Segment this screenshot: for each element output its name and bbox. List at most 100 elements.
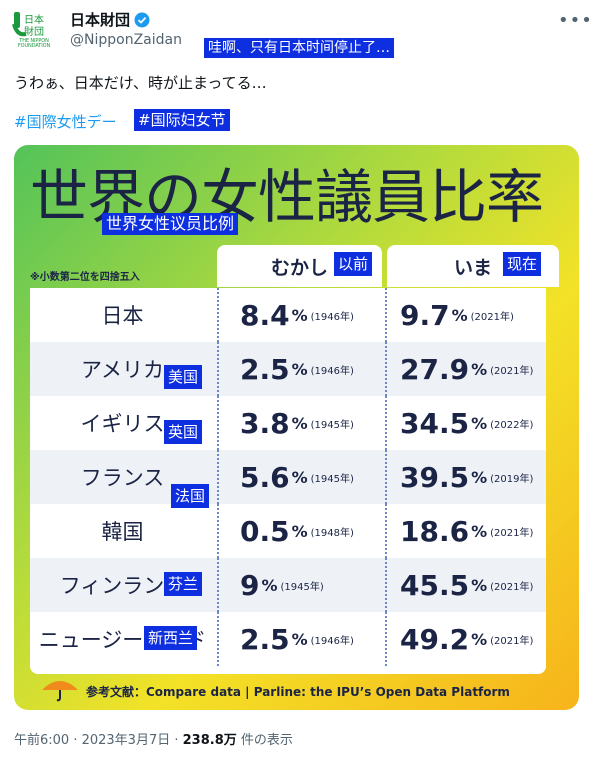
- percent-sign: %: [291, 359, 308, 379]
- country-name: 日本: [101, 304, 144, 328]
- value-then-year: (1948年): [310, 527, 354, 539]
- table-row: フランス 5.6% (1945年) 39.5% (2019年): [30, 450, 546, 504]
- table-row: アメリカ 2.5% (1946年) 27.9% (2021年): [30, 342, 546, 396]
- value-now-year: (2021年): [490, 581, 534, 593]
- value-then-year: (1946年): [310, 311, 354, 323]
- value-then-year: (1946年): [310, 635, 354, 647]
- value-then-number: 3.8: [240, 406, 290, 440]
- value-then-number: 9: [240, 568, 260, 602]
- percent-sign: %: [471, 467, 488, 487]
- value-now: 27.9% (2021年): [400, 342, 533, 396]
- view-count: 238.8万: [182, 733, 237, 748]
- value-then-year: (1945年): [280, 581, 324, 593]
- tweet-time[interactable]: 午前6:00 · 2023年3月7日 ·: [14, 733, 183, 748]
- column-divider: [385, 396, 387, 450]
- country-translation-overlay: 新西兰: [144, 626, 198, 650]
- logo-mark-icon: 日本 財団: [12, 12, 44, 38]
- value-now-year: (2022年): [490, 419, 534, 431]
- value-now-year: (2019年): [490, 473, 534, 485]
- table-row: ニュージーランド 2.5% (1946年) 49.2% (2021年): [30, 612, 546, 666]
- value-then-number: 5.6: [240, 460, 290, 494]
- nippon-foundation-logo[interactable]: 日本 財団 THE NIPPON FOUNDATION: [12, 10, 56, 50]
- view-suffix: 件の表示: [236, 733, 293, 748]
- country-name: アメリカ: [81, 358, 164, 382]
- column-divider: [385, 288, 387, 342]
- value-then: 9% (1945年): [240, 558, 324, 612]
- country-translation-overlay: 法国: [171, 484, 210, 508]
- percent-sign: %: [471, 413, 488, 433]
- value-now: 34.5% (2022年): [400, 396, 533, 450]
- logo-text: THE NIPPON FOUNDATION: [17, 38, 51, 49]
- column-divider: [385, 612, 387, 666]
- value-now: 18.6% (2021年): [400, 504, 533, 558]
- table-bottom: [30, 666, 546, 674]
- value-now: 45.5% (2021年): [400, 558, 533, 612]
- value-now-year: (2021年): [490, 527, 534, 539]
- country-name: フランス: [80, 466, 165, 490]
- percent-sign: %: [291, 413, 308, 433]
- value-then-year: (1945年): [310, 473, 354, 485]
- value-now-number: 27.9: [400, 352, 470, 386]
- value-then-year: (1945年): [310, 419, 354, 431]
- column-divider: [385, 342, 387, 396]
- country-name: 韓国: [101, 520, 144, 544]
- value-then: 3.8% (1945年): [240, 396, 354, 450]
- column-divider: [385, 504, 387, 558]
- percent-sign: %: [471, 359, 488, 379]
- value-now-number: 9.7: [400, 298, 450, 332]
- value-now-year: (2021年): [470, 311, 514, 323]
- percent-sign: %: [291, 629, 308, 649]
- more-icon[interactable]: •••: [558, 10, 591, 31]
- tweet-header: 日本 財団 THE NIPPON FOUNDATION 日本財団 @Nippon…: [0, 0, 591, 60]
- account-handle[interactable]: @NipponZaidan: [70, 32, 182, 48]
- reference-text: 参考文献：Compare data | Parline: the IPU’s O…: [86, 685, 510, 699]
- value-now: 39.5% (2019年): [400, 450, 533, 504]
- value-now-number: 49.2: [400, 622, 470, 656]
- column-divider: [217, 342, 219, 396]
- value-now-number: 39.5: [400, 460, 470, 494]
- verified-badge-icon: [134, 12, 150, 27]
- column-divider: [217, 396, 219, 450]
- value-now-year: (2021年): [490, 635, 534, 647]
- column-divider: [385, 450, 387, 504]
- title-translation-overlay: 哇啊、只有日本时间停止了…: [204, 38, 394, 58]
- value-now: 49.2% (2021年): [400, 612, 533, 666]
- value-then: 2.5% (1946年): [240, 342, 354, 396]
- percent-sign: %: [471, 575, 488, 595]
- value-then: 0.5% (1948年): [240, 504, 354, 558]
- value-then: 2.5% (1946年): [240, 612, 354, 666]
- table-row: 韓国 0.5% (1948年) 18.6% (2021年): [30, 504, 546, 558]
- then-translation-overlay: 以前: [334, 252, 373, 276]
- value-then-year: (1946年): [310, 365, 354, 377]
- value-then-number: 0.5: [240, 514, 290, 548]
- value-now-number: 34.5: [400, 406, 470, 440]
- percent-sign: %: [291, 467, 308, 487]
- value-now-year: (2021年): [490, 365, 534, 377]
- account-name[interactable]: 日本財団: [70, 9, 150, 30]
- percent-sign: %: [291, 305, 308, 325]
- percent-sign: %: [451, 305, 468, 325]
- column-divider: [385, 558, 387, 612]
- value-then: 5.6% (1945年): [240, 450, 354, 504]
- country-translation-overlay: 美国: [164, 365, 203, 389]
- percent-sign: %: [261, 575, 278, 595]
- column-divider: [217, 450, 219, 504]
- column-divider: [217, 612, 219, 666]
- country-name: イギリス: [80, 412, 165, 436]
- value-now: 9.7% (2021年): [400, 288, 514, 342]
- account-name-text: 日本財団: [70, 11, 131, 29]
- table-row: イギリス 3.8% (1945年) 34.5% (2022年): [30, 396, 546, 450]
- percent-sign: %: [291, 521, 308, 541]
- now-translation-overlay: 现在: [503, 252, 542, 276]
- hashtag-link[interactable]: #国際女性デー: [14, 113, 117, 131]
- percent-sign: %: [471, 521, 488, 541]
- column-divider: [217, 504, 219, 558]
- value-now-number: 45.5: [400, 568, 470, 602]
- value-now-number: 18.6: [400, 514, 470, 548]
- tweet-meta: 午前6:00 · 2023年3月7日 · 238.8万 件の表示: [14, 729, 293, 748]
- table-row: フィンランド 9% (1945年) 45.5% (2021年): [30, 558, 546, 612]
- percent-sign: %: [471, 629, 488, 649]
- watermark: 2chcn.com 2ch中文网: [230, 714, 347, 727]
- value-then-number: 8.4: [240, 298, 290, 332]
- svg-text:財団: 財団: [24, 25, 44, 38]
